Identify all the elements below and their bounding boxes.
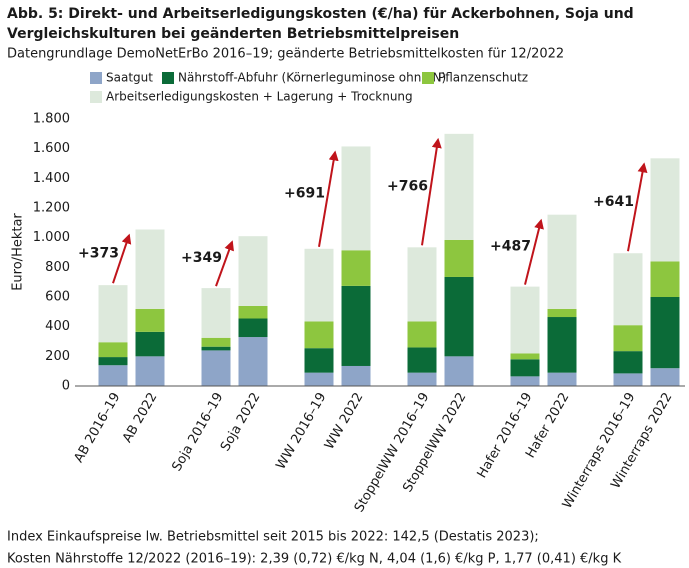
chart-subtitle: Datengrundlage DemoNetErBo 2016–19; geän… [7, 47, 564, 62]
annotation-arrow [524, 218, 544, 285]
x-tick-label: Hafer 2016–19 [475, 390, 536, 481]
x-tick-label: Soja 2016–19 [169, 390, 226, 474]
bar-segment [547, 372, 577, 386]
bar-segment [650, 261, 680, 297]
bar-segment [650, 297, 680, 369]
bar-segment [201, 350, 231, 386]
x-tick-label: AB 2016–19 [71, 390, 123, 465]
bar-segment [98, 342, 128, 358]
bar-segment [304, 372, 334, 386]
chart-title: Vergleichskulturen bei geänderten Betrie… [7, 26, 459, 42]
bar-segment [444, 276, 474, 357]
footnote: Kosten Nährstoffe 12/2022 (2016–19): 2,3… [7, 552, 622, 567]
bar-segment [510, 286, 540, 354]
legend-label: Pflanzenschutz [438, 71, 528, 85]
bar-segment [201, 346, 231, 351]
bar-segment [510, 376, 540, 386]
legend-swatch [90, 72, 102, 84]
bar-segment [510, 359, 540, 377]
annotation-arrow [215, 240, 234, 287]
bar-segment [304, 321, 334, 349]
bar-segment [650, 368, 680, 386]
bar-segment [444, 133, 474, 240]
bar-segment [135, 229, 165, 309]
x-tick-label: WW 2016–19 [274, 390, 330, 472]
y-tick-label: 1.200 [33, 201, 70, 216]
y-tick-label: 1.600 [33, 141, 70, 156]
bar-segment [650, 158, 680, 262]
bar-segment [510, 353, 540, 360]
bar-segment [341, 146, 371, 251]
bar-segment [407, 347, 437, 373]
bar-segment [407, 321, 437, 348]
annotation: +487 [490, 239, 531, 255]
y-tick-label: 1.400 [33, 171, 70, 186]
bar-segment [341, 285, 371, 366]
x-tick-label: AB 2022 [120, 390, 161, 445]
bar-segment [98, 357, 128, 366]
bar-segment [238, 236, 268, 306]
bar-segment [547, 214, 577, 309]
bar-segment [444, 239, 474, 277]
annotation: +766 [387, 179, 428, 195]
bar-segment [304, 248, 334, 322]
legend-swatch [162, 72, 174, 84]
bar-segment [613, 325, 643, 352]
y-tick-label: 600 [45, 290, 70, 305]
legend-swatch [90, 91, 102, 103]
bar-segment [201, 288, 231, 338]
annotation-arrow [627, 162, 648, 252]
bar-segment [341, 250, 371, 286]
bar-segment [407, 247, 437, 322]
annotation: +641 [593, 194, 634, 210]
bar-segment [613, 351, 643, 374]
bar-segment [613, 253, 643, 326]
bar-segment [613, 373, 643, 386]
bar-segment [304, 348, 334, 373]
y-tick-label: 0 [62, 379, 70, 394]
bar-segment [238, 337, 268, 386]
y-axis-label: Euro/Hektar [11, 213, 26, 291]
annotation: +349 [181, 250, 222, 266]
annotation-arrow [421, 137, 442, 246]
annotation-arrow [318, 150, 339, 247]
annotation: +691 [284, 186, 325, 202]
legend-label: Saatgut [106, 71, 153, 85]
annotation-arrow [112, 233, 132, 284]
bar-segment [238, 305, 268, 319]
bar-segment [201, 337, 231, 347]
bar-segment [407, 372, 437, 386]
bar-segment [135, 308, 165, 332]
bar-segment [444, 356, 474, 386]
bar-segment [98, 285, 128, 343]
y-tick-label: 1.000 [33, 230, 70, 245]
bar-segment [547, 308, 577, 318]
annotation: +373 [78, 245, 119, 261]
bar-segment [341, 365, 371, 386]
bar-segment [98, 365, 128, 386]
legend-swatch [422, 72, 434, 84]
legend-label: Arbeitserledigungskosten + Lagerung + Tr… [106, 90, 413, 104]
x-tick-label: WW 2022 [322, 390, 366, 452]
bar-segment [238, 318, 268, 338]
y-tick-label: 800 [45, 260, 70, 275]
y-tick-label: 1.800 [33, 112, 70, 127]
chart-title: Abb. 5: Direkt- und Arbeitserledigungsko… [7, 6, 634, 22]
y-tick-label: 400 [45, 319, 70, 334]
legend-label: Nährstoff-Abfuhr (Körnerleguminose ohne … [178, 71, 446, 85]
footnote: Index Einkaufspreise lw. Betriebsmittel … [7, 530, 539, 545]
bar-segment [135, 331, 165, 357]
bar-segment [547, 317, 577, 373]
bar-segment [135, 356, 165, 386]
y-tick-label: 200 [45, 349, 70, 364]
